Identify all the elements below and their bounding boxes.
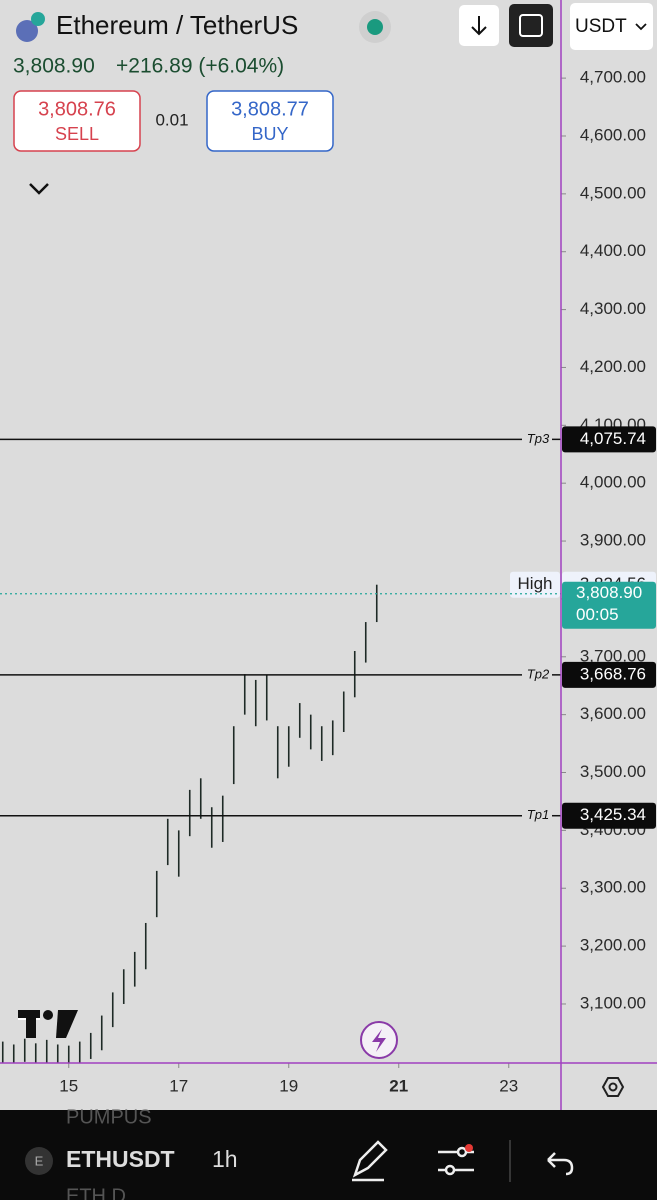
last-price: 3,808.90 bbox=[13, 55, 95, 78]
target-name: Tp3 bbox=[527, 431, 550, 446]
coin-icon-badge bbox=[31, 12, 45, 26]
target-name: Tp1 bbox=[527, 807, 549, 822]
y-tick-label: 4,000.00 bbox=[580, 473, 646, 492]
settings-button[interactable] bbox=[601, 1077, 625, 1097]
download-icon bbox=[471, 16, 487, 36]
countdown: 00:05 bbox=[576, 605, 619, 624]
high-name: High bbox=[518, 574, 553, 593]
target-price: 3,425.34 bbox=[580, 805, 646, 824]
buy-price: 3,808.77 bbox=[231, 98, 309, 120]
sell-label: SELL bbox=[55, 124, 99, 144]
fade bbox=[178, 1140, 192, 1185]
y-tick-label: 4,400.00 bbox=[580, 241, 646, 260]
fullscreen-button[interactable] bbox=[509, 4, 553, 47]
target-price: 4,075.74 bbox=[580, 429, 646, 448]
indicators-button[interactable] bbox=[438, 1146, 474, 1176]
last-price-label: 3,808.90 bbox=[576, 583, 642, 602]
tv-logo bbox=[18, 1010, 78, 1038]
next-symbol: ETH D bbox=[66, 1185, 126, 1200]
y-tick-label: 3,700.00 bbox=[580, 646, 646, 665]
symbol-icon-letter: E bbox=[35, 1153, 44, 1168]
y-tick-label: 3,100.00 bbox=[580, 993, 646, 1012]
interval[interactable]: 1h bbox=[212, 1146, 238, 1172]
settings-icon bbox=[608, 1082, 618, 1092]
undo-button[interactable] bbox=[547, 1152, 574, 1176]
x-tick-label: 23 bbox=[499, 1076, 518, 1095]
fullscreen-icon bbox=[519, 14, 543, 37]
price-change: +216.89 (+6.04%) bbox=[116, 55, 284, 78]
x-tick-label: 17 bbox=[169, 1076, 188, 1095]
x-tick-label: 15 bbox=[59, 1076, 78, 1095]
collapse-icon[interactable] bbox=[29, 183, 49, 195]
y-tick-label: 3,200.00 bbox=[580, 936, 646, 955]
buy-label: BUY bbox=[251, 124, 288, 144]
buy-button[interactable] bbox=[206, 90, 334, 152]
prev-symbol: PUMPUS bbox=[66, 1106, 152, 1128]
x-tick-label: 21 bbox=[389, 1076, 408, 1095]
target-name: Tp2 bbox=[527, 666, 550, 681]
target-price-box bbox=[562, 426, 656, 453]
notification-dot bbox=[465, 1144, 473, 1152]
y-tick-label: 4,300.00 bbox=[580, 299, 646, 318]
y-tick-label: 4,500.00 bbox=[580, 183, 646, 202]
target-price-box bbox=[562, 661, 656, 688]
last-price-box bbox=[562, 581, 656, 629]
lightning-icon bbox=[372, 1029, 386, 1052]
high-name-box bbox=[510, 571, 560, 598]
market-status bbox=[367, 19, 383, 35]
plot: 3,100.003,200.003,300.003,400.003,500.00… bbox=[0, 68, 656, 1095]
y-tick-label: 3,500.00 bbox=[580, 762, 646, 781]
target-price-box bbox=[562, 802, 656, 829]
x-tick-label: 19 bbox=[279, 1076, 298, 1095]
y-tick-label: 4,600.00 bbox=[580, 125, 646, 144]
coin-icon bbox=[16, 20, 38, 42]
symbol-icon bbox=[25, 1147, 53, 1175]
currency: USDT bbox=[575, 16, 627, 37]
currency-selector[interactable] bbox=[570, 3, 653, 50]
sell-button[interactable] bbox=[13, 90, 141, 152]
symbol[interactable]: ETHUSDT bbox=[66, 1146, 175, 1172]
bottom-bar bbox=[0, 1110, 657, 1200]
target-price: 3,668.76 bbox=[580, 664, 646, 683]
draw-button[interactable] bbox=[352, 1140, 388, 1182]
sell-price: 3,808.76 bbox=[38, 98, 116, 120]
y-tick-label: 4,200.00 bbox=[580, 357, 646, 376]
dropdown-icon bbox=[635, 23, 647, 31]
y-tick-label: 4,700.00 bbox=[580, 68, 646, 87]
symbol-title: Ethereum / TetherUS bbox=[56, 10, 298, 40]
y-tick-label: 3,300.00 bbox=[580, 878, 646, 897]
y-tick-label: 3,900.00 bbox=[580, 531, 646, 550]
y-tick-label: 3,600.00 bbox=[580, 704, 646, 723]
spread: 0.01 bbox=[155, 110, 188, 129]
